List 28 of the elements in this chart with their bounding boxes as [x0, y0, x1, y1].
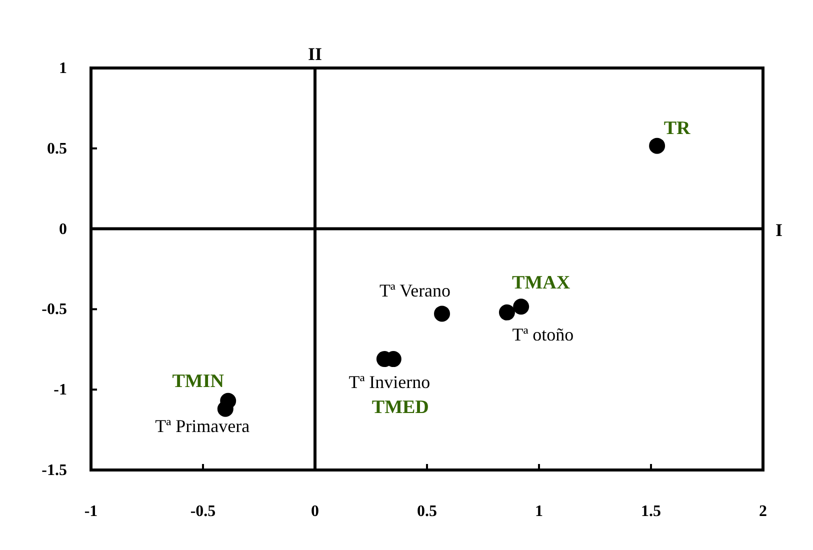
y-tick-label: 0	[59, 220, 67, 238]
point	[217, 400, 234, 417]
annotation: Tª Primavera	[155, 416, 250, 436]
point	[498, 304, 515, 320]
y-tick-label: -1	[54, 382, 67, 399]
point	[434, 306, 450, 322]
y-tick-label: 1	[59, 60, 67, 77]
x-tick-label: 0	[311, 503, 319, 520]
x-tick-label: -0.5	[190, 503, 216, 520]
x-tick-label: 0.5	[417, 503, 437, 520]
x-tick-label: -1	[84, 503, 98, 520]
x-tick-label: 1	[535, 503, 543, 520]
x-tick-label: 2	[759, 503, 767, 520]
annotation: TMED	[372, 397, 429, 418]
point	[513, 298, 530, 315]
annotation: Tª Verano	[379, 280, 451, 301]
ref-line-label: II	[308, 44, 322, 64]
y-tick-label: 0.5	[47, 140, 67, 158]
point	[649, 138, 666, 154]
annotation: TR	[664, 118, 691, 139]
annotation: Tª otoño	[512, 324, 574, 344]
y-tick-label: -0.5	[42, 301, 67, 318]
ref-line-label: I	[775, 220, 783, 240]
annotation: TMIN	[172, 370, 224, 392]
y-tick-label: -1.5	[42, 462, 67, 479]
x-tick-label: 1.5	[641, 503, 661, 520]
annotation: TMAX	[512, 272, 570, 294]
annotation: Tª Invierno	[348, 372, 430, 392]
